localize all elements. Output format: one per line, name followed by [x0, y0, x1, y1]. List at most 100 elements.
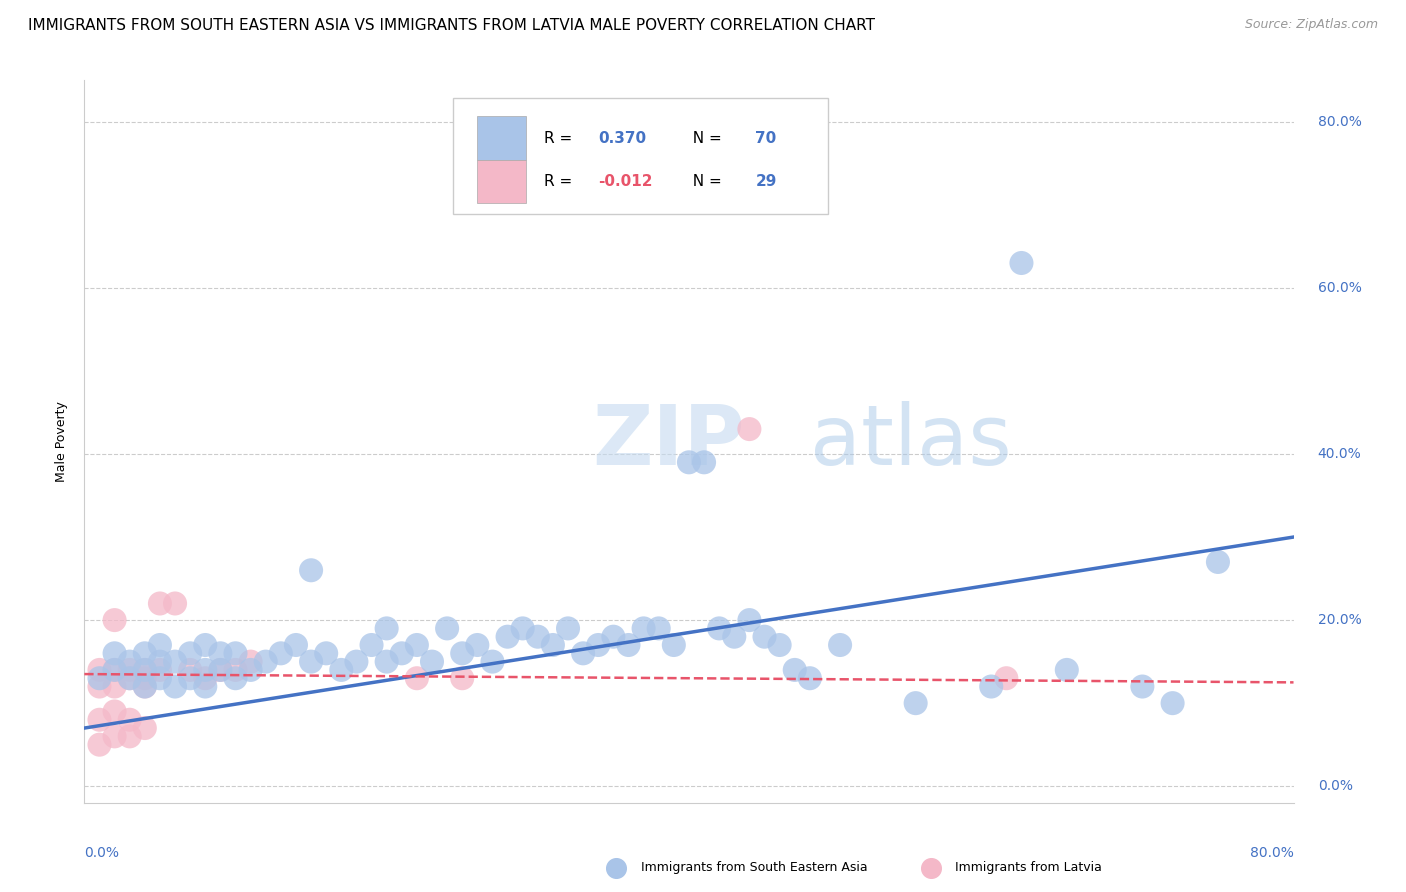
Point	[617, 638, 640, 652]
Point	[194, 671, 217, 685]
Text: atlas: atlas	[810, 401, 1011, 482]
Point	[678, 455, 700, 469]
Point	[980, 680, 1002, 694]
Point	[299, 563, 322, 577]
Point	[134, 680, 156, 694]
Point	[1056, 663, 1078, 677]
Point	[104, 680, 127, 694]
Point	[330, 663, 353, 677]
Point	[904, 696, 927, 710]
Text: 80.0%: 80.0%	[1317, 115, 1361, 128]
Point	[149, 671, 172, 685]
Point	[209, 663, 232, 677]
Point	[239, 655, 262, 669]
Point	[420, 655, 443, 669]
Point	[270, 646, 292, 660]
FancyBboxPatch shape	[453, 98, 828, 214]
Point	[209, 663, 232, 677]
Point	[299, 655, 322, 669]
Point	[541, 638, 564, 652]
Point	[149, 655, 172, 669]
Point	[709, 621, 731, 635]
Point	[194, 638, 217, 652]
Text: 70: 70	[755, 130, 776, 145]
FancyBboxPatch shape	[478, 160, 526, 203]
Point	[149, 638, 172, 652]
Point	[134, 663, 156, 677]
Point	[557, 621, 579, 635]
Text: 29: 29	[755, 174, 778, 189]
Point	[799, 671, 821, 685]
Point	[723, 630, 745, 644]
Point	[315, 646, 337, 660]
Point	[165, 680, 187, 694]
Point	[662, 638, 685, 652]
Point	[104, 613, 127, 627]
Point	[104, 705, 127, 719]
Point	[375, 621, 398, 635]
Text: 60.0%: 60.0%	[1317, 281, 1361, 295]
Point	[406, 638, 429, 652]
Point	[89, 671, 111, 685]
Point	[588, 638, 610, 652]
Point	[194, 663, 217, 677]
Point	[149, 597, 172, 611]
Point	[738, 422, 761, 436]
Text: N =: N =	[683, 130, 727, 145]
Point	[89, 713, 111, 727]
Point	[572, 646, 595, 660]
Point	[118, 730, 141, 744]
Point	[179, 646, 201, 660]
Text: 40.0%: 40.0%	[1317, 447, 1361, 461]
Point	[512, 621, 534, 635]
FancyBboxPatch shape	[478, 117, 526, 160]
Point	[1206, 555, 1229, 569]
Point	[406, 671, 429, 685]
Point	[104, 730, 127, 744]
Point	[134, 721, 156, 735]
Point	[89, 738, 111, 752]
Point	[830, 638, 852, 652]
Point	[451, 671, 474, 685]
Point	[225, 646, 247, 660]
Point	[179, 663, 201, 677]
Point	[738, 613, 761, 627]
Text: IMMIGRANTS FROM SOUTH EASTERN ASIA VS IMMIGRANTS FROM LATVIA MALE POVERTY CORREL: IMMIGRANTS FROM SOUTH EASTERN ASIA VS IM…	[28, 18, 875, 33]
Point	[165, 655, 187, 669]
Point	[693, 455, 716, 469]
Text: -0.012: -0.012	[599, 174, 652, 189]
Point	[194, 680, 217, 694]
Point	[104, 663, 127, 677]
Point	[1161, 696, 1184, 710]
Text: 0.0%: 0.0%	[1317, 780, 1353, 793]
Point	[118, 655, 141, 669]
Point	[783, 663, 806, 677]
Point	[391, 646, 413, 660]
Point	[1130, 854, 1153, 868]
Text: 20.0%: 20.0%	[1317, 613, 1361, 627]
Point	[118, 671, 141, 685]
Text: Immigrants from Latvia: Immigrants from Latvia	[955, 862, 1102, 874]
Point	[239, 663, 262, 677]
Point	[738, 854, 761, 868]
Point	[754, 630, 776, 644]
Point	[375, 655, 398, 669]
Text: 0.0%: 0.0%	[84, 847, 120, 860]
Point	[633, 621, 655, 635]
Point	[179, 671, 201, 685]
Point	[118, 671, 141, 685]
Point	[118, 713, 141, 727]
Text: Source: ZipAtlas.com: Source: ZipAtlas.com	[1244, 18, 1378, 31]
Point	[104, 663, 127, 677]
Point	[118, 663, 141, 677]
Point	[1130, 680, 1153, 694]
Text: R =: R =	[544, 130, 576, 145]
Point	[436, 621, 458, 635]
Text: R =: R =	[544, 174, 576, 189]
Point	[481, 655, 503, 669]
Point	[346, 655, 368, 669]
Point	[225, 663, 247, 677]
Point	[648, 621, 671, 635]
Point	[149, 663, 172, 677]
Point	[451, 646, 474, 660]
